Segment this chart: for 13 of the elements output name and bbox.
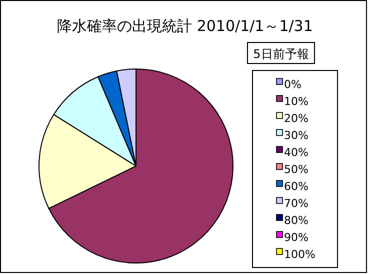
legend-label: 100%	[284, 248, 316, 261]
legend-label: 10%	[284, 95, 308, 108]
legend-label: 60%	[284, 180, 308, 193]
legend-label: 90%	[284, 231, 308, 244]
legend-label: 20%	[284, 112, 308, 125]
legend-label: 70%	[284, 197, 308, 210]
legend-label: 30%	[284, 129, 308, 142]
chart-title: 降水確率の出現統計 2010/1/1～1/31	[57, 17, 313, 35]
legend-label: 0%	[284, 78, 302, 91]
legend-title: 5日前予報	[253, 47, 309, 61]
legend-label: 50%	[284, 163, 308, 176]
legend-label: 40%	[284, 146, 308, 159]
legend-label: 80%	[284, 214, 308, 227]
